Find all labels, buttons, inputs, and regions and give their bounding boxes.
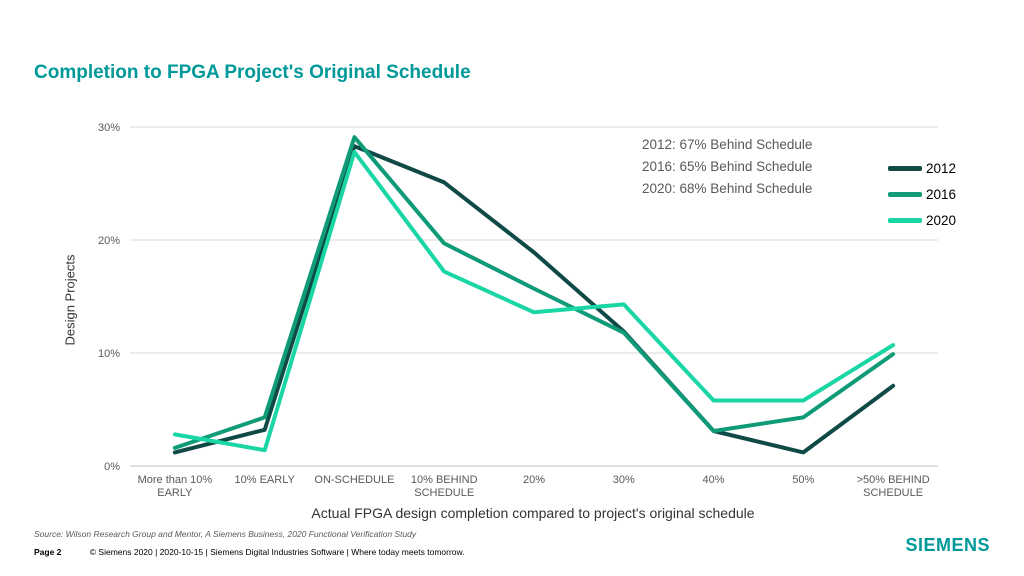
y-tick-label: 10%	[98, 348, 120, 360]
x-tick-label: More than 10%	[138, 474, 213, 486]
footer: Page 2 © Siemens 2020 | 2020-10-15 | Sie…	[34, 547, 465, 557]
footer-text: © Siemens 2020 | 2020-10-15 | Siemens Di…	[89, 547, 465, 557]
chart-legend: 2012 2016 2020	[888, 155, 956, 233]
x-tick-label: 20%	[523, 474, 545, 486]
x-tick-label: 40%	[703, 474, 725, 486]
legend-swatch-2012	[888, 165, 922, 171]
series-line-2020	[172, 149, 896, 453]
x-tick-label: ON-SCHEDULE	[314, 474, 394, 486]
x-tick-label: 10% EARLY	[235, 474, 296, 486]
legend-label-2012: 2012	[926, 160, 957, 176]
legend-label-2020: 2020	[926, 212, 957, 228]
legend-swatch-2020	[888, 217, 922, 223]
legend-swatch-2016	[888, 191, 922, 197]
legend-item-2020: 2020	[888, 207, 956, 233]
x-tick-label: 50%	[792, 474, 814, 486]
x-tick-label: SCHEDULE	[414, 487, 474, 499]
series-line-2012	[172, 144, 896, 455]
legend-item-2016: 2016	[888, 181, 956, 207]
x-tick-label: 10% BEHIND	[411, 474, 478, 486]
legend-item-2012: 2012	[888, 155, 956, 181]
annotation-2016: 2016: 65% Behind Schedule	[642, 159, 813, 174]
y-tick-label: 30%	[98, 122, 120, 134]
x-axis-label: Actual FPGA design completion compared t…	[311, 505, 755, 521]
page-number: Page 2	[34, 547, 62, 557]
x-tick-label: EARLY	[157, 487, 193, 499]
annotation-2020: 2020: 68% Behind Schedule	[642, 181, 813, 196]
x-tick-label: SCHEDULE	[863, 487, 923, 499]
siemens-logo: SIEMENS	[905, 535, 990, 555]
source-note: Source: Wilson Research Group and Mentor…	[34, 529, 417, 539]
x-tick-label: 30%	[613, 474, 635, 486]
annotation-box: 2012: 67% Behind Schedule 2016: 65% Behi…	[642, 134, 812, 200]
annotation-2012: 2012: 67% Behind Schedule	[642, 137, 813, 152]
series-line-2016	[172, 135, 896, 450]
legend-label-2016: 2016	[926, 186, 957, 202]
y-tick-label: 20%	[98, 235, 120, 247]
y-tick-label: 0%	[104, 461, 120, 473]
y-axis-label: Design Projects	[62, 254, 78, 346]
x-tick-label: >50% BEHIND	[857, 474, 930, 486]
slide-title: Completion to FPGA Project's Original Sc…	[34, 62, 471, 83]
